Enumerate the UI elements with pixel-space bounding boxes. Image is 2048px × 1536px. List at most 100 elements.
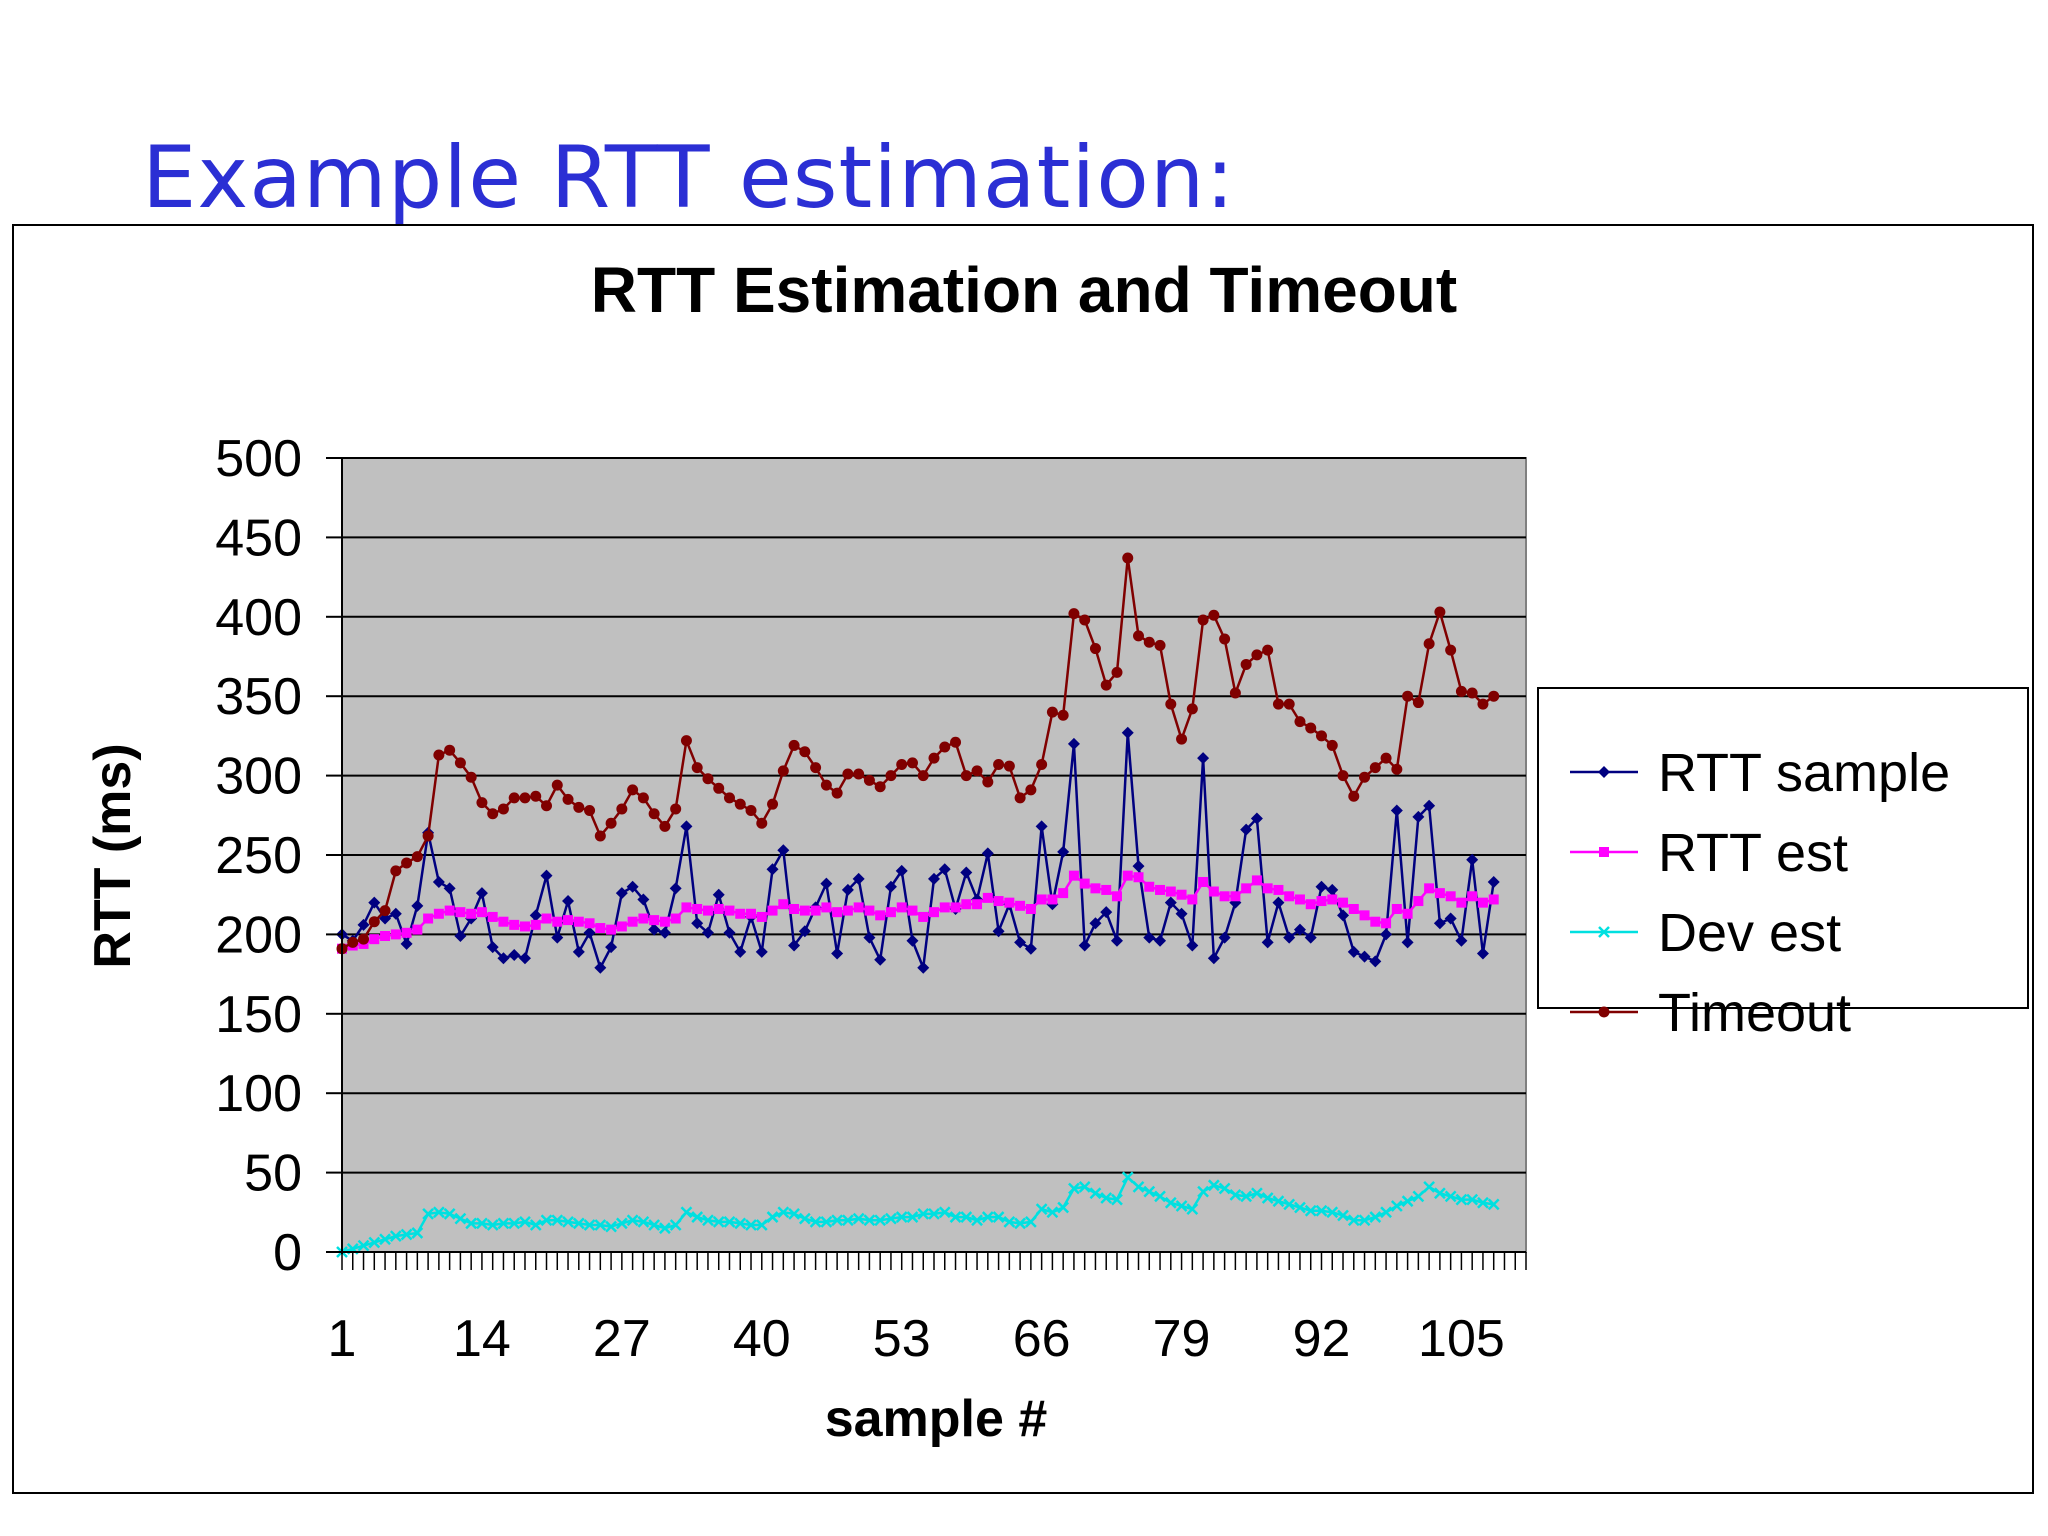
legend-swatch-marker <box>1598 766 1610 778</box>
data-point-rtt-est <box>1133 872 1144 883</box>
data-point-rtt-est <box>1338 897 1349 908</box>
data-point-dev-est <box>432 1206 445 1219</box>
data-point-rtt-sample <box>884 880 897 893</box>
data-point-dev-est <box>1240 1190 1253 1203</box>
x-tick-label: 14 <box>453 1310 511 1368</box>
data-point-timeout <box>659 820 671 832</box>
data-point-timeout <box>1079 614 1091 626</box>
x-axis-label: sample # <box>825 1390 1048 1448</box>
data-point-rtt-sample <box>1100 906 1113 919</box>
data-point-rtt-sample <box>583 926 596 939</box>
data-point-rtt-sample <box>562 895 575 908</box>
data-point-rtt-est <box>1262 883 1273 894</box>
data-point-rtt-est <box>369 934 380 945</box>
data-point-dev-est <box>1186 1203 1199 1216</box>
data-point-timeout <box>487 808 499 820</box>
data-point-rtt-sample <box>1444 912 1457 925</box>
data-point-rtt-sample <box>1401 936 1414 949</box>
data-point-dev-est <box>938 1206 951 1219</box>
data-point-rtt-est <box>1079 878 1090 889</box>
data-point-rtt-sample <box>788 939 801 952</box>
data-point-dev-est <box>1326 1206 1339 1219</box>
data-point-rtt-sample <box>411 899 424 912</box>
data-point-dev-est <box>1390 1200 1403 1212</box>
data-point-timeout <box>1402 690 1414 702</box>
data-point-timeout <box>433 749 445 761</box>
x-tick-label: 92 <box>1293 1310 1351 1368</box>
data-point-rtt-sample <box>1197 752 1210 765</box>
data-point-rtt-est <box>810 905 821 916</box>
data-point-timeout <box>1133 630 1145 642</box>
data-point-dev-est <box>1423 1181 1436 1193</box>
data-point-rtt-sample <box>1304 931 1317 944</box>
data-point-rtt-sample <box>1380 928 1393 941</box>
data-point-dev-est <box>1261 1192 1274 1204</box>
data-point-rtt-est <box>498 916 509 927</box>
data-point-rtt-sample <box>798 925 811 938</box>
data-point-dev-est <box>798 1212 811 1225</box>
data-point-dev-est <box>583 1219 596 1231</box>
data-point-rtt-est <box>1058 888 1069 899</box>
data-point-timeout <box>476 797 488 809</box>
data-point-rtt-sample <box>1164 896 1177 909</box>
data-point-rtt-est <box>476 907 487 918</box>
data-point-rtt-sample <box>1423 799 1436 812</box>
data-point-dev-est <box>615 1217 628 1230</box>
data-point-timeout <box>1380 752 1392 764</box>
data-point-rtt-est <box>1015 900 1026 911</box>
data-point-timeout <box>411 851 423 863</box>
data-point-dev-est <box>1068 1182 1080 1195</box>
data-point-rtt-est <box>681 902 692 913</box>
x-tick-label: 40 <box>733 1310 791 1368</box>
data-point-rtt-sample <box>1132 860 1145 873</box>
data-point-rtt-est <box>929 907 939 918</box>
data-point-timeout <box>390 865 402 877</box>
data-point-rtt-est <box>1036 894 1047 905</box>
data-point-timeout <box>1003 760 1015 772</box>
data-point-timeout <box>508 792 520 804</box>
data-point-dev-est <box>1444 1190 1457 1203</box>
data-point-timeout <box>950 736 962 748</box>
x-tick-label: 53 <box>873 1310 931 1368</box>
data-point-rtt-sample <box>1412 810 1425 823</box>
data-point-rtt-est <box>412 924 423 935</box>
data-point-dev-est <box>788 1208 800 1220</box>
data-point-rtt-est <box>767 905 778 916</box>
data-point-timeout <box>874 781 886 793</box>
data-point-dev-est <box>519 1215 531 1228</box>
data-point-rtt-sample <box>1110 934 1123 947</box>
data-point-rtt-est <box>853 902 864 913</box>
chart-frame: RTT Estimation and Timeout 0 50 100 150 200 2… <box>12 224 2034 1494</box>
data-point-rtt-sample <box>615 887 628 900</box>
data-point-rtt-sample <box>938 863 951 876</box>
data-point-rtt-sample <box>540 869 553 882</box>
data-point-rtt-sample <box>1207 952 1220 965</box>
data-point-dev-est <box>486 1219 499 1231</box>
legend-item-rtt-sample: RTT sample <box>1570 743 1950 803</box>
data-point-rtt-sample <box>605 941 618 954</box>
data-point-rtt-est <box>1187 894 1198 905</box>
data-point-timeout <box>573 801 585 813</box>
data-point-dev-est <box>1132 1181 1145 1193</box>
data-point-timeout <box>1100 679 1112 691</box>
data-point-rtt-est <box>939 902 950 913</box>
data-point-rtt-sample <box>1455 934 1468 947</box>
data-point-rtt-sample <box>928 872 940 885</box>
data-point-dev-est <box>863 1214 876 1227</box>
data-point-timeout <box>1143 636 1155 648</box>
data-point-rtt-sample <box>669 882 682 895</box>
data-point-timeout <box>842 768 854 780</box>
data-point-timeout <box>627 784 639 796</box>
data-point-timeout <box>1111 666 1123 678</box>
data-point-timeout <box>1219 633 1231 645</box>
data-point-rtt-est <box>1488 894 1499 905</box>
data-point-rtt-est <box>390 929 401 940</box>
data-point-rtt-est <box>1208 886 1219 897</box>
data-point-dev-est <box>755 1219 768 1231</box>
data-point-timeout <box>1068 608 1080 620</box>
data-point-timeout <box>1036 758 1048 770</box>
data-point-rtt-est <box>907 905 918 916</box>
data-point-rtt-est <box>692 903 703 914</box>
data-point-dev-est <box>777 1206 790 1219</box>
data-point-rtt-sample <box>831 947 844 960</box>
